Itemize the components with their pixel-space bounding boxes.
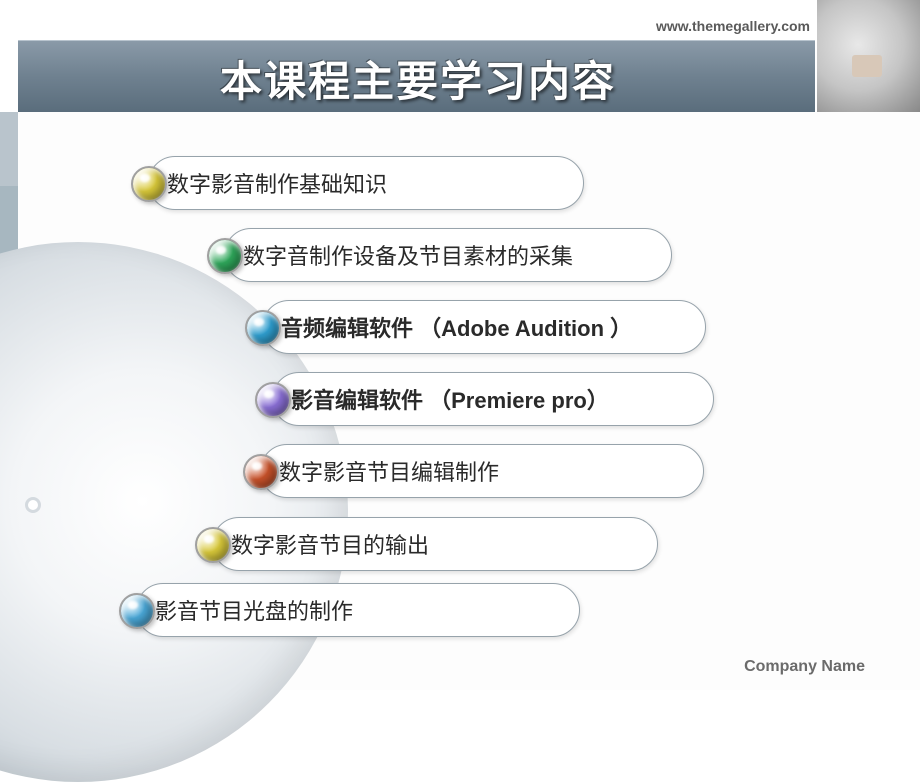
topic-label: 数字音制作设备及节目素材的采集 bbox=[243, 239, 573, 271]
bullet-sphere-icon bbox=[207, 238, 243, 274]
topic-pill-1: 数字影音制作基础知识 bbox=[148, 156, 584, 210]
bullet-sphere-icon bbox=[245, 310, 281, 346]
topic-label: 数字影音节目的输出 bbox=[231, 528, 429, 560]
topic-label: 音频编辑软件 （Adobe Audition ） bbox=[281, 311, 632, 343]
topic-label: 影音编辑软件 （Premiere pro） bbox=[291, 383, 609, 415]
topic-pill-4: 影音编辑软件 （Premiere pro） bbox=[272, 372, 714, 426]
topic-pill-6: 数字影音节目的输出 bbox=[212, 517, 658, 571]
header-url: www.themegallery.com bbox=[656, 18, 810, 34]
footer-company: Company Name bbox=[744, 658, 865, 676]
bullet-sphere-icon bbox=[195, 527, 231, 563]
topic-label: 影音节目光盘的制作 bbox=[155, 594, 353, 626]
bullet-sphere-icon bbox=[119, 593, 155, 629]
bullet-sphere-icon bbox=[131, 166, 167, 202]
topic-pill-2: 数字音制作设备及节目素材的采集 bbox=[224, 228, 672, 282]
topic-label: 数字影音节目编辑制作 bbox=[279, 455, 499, 487]
topic-pill-7: 影音节目光盘的制作 bbox=[136, 583, 580, 637]
sphere-highlight-dot bbox=[28, 500, 38, 510]
topic-pill-5: 数字影音节目编辑制作 bbox=[260, 444, 704, 498]
page-title: 本课程主要学习内容 bbox=[220, 48, 616, 109]
bullet-sphere-icon bbox=[255, 382, 291, 418]
corner-camera-image bbox=[815, 0, 920, 112]
topic-pill-3: 音频编辑软件 （Adobe Audition ） bbox=[262, 300, 706, 354]
topic-label: 数字影音制作基础知识 bbox=[167, 167, 387, 199]
bullet-sphere-icon bbox=[243, 454, 279, 490]
